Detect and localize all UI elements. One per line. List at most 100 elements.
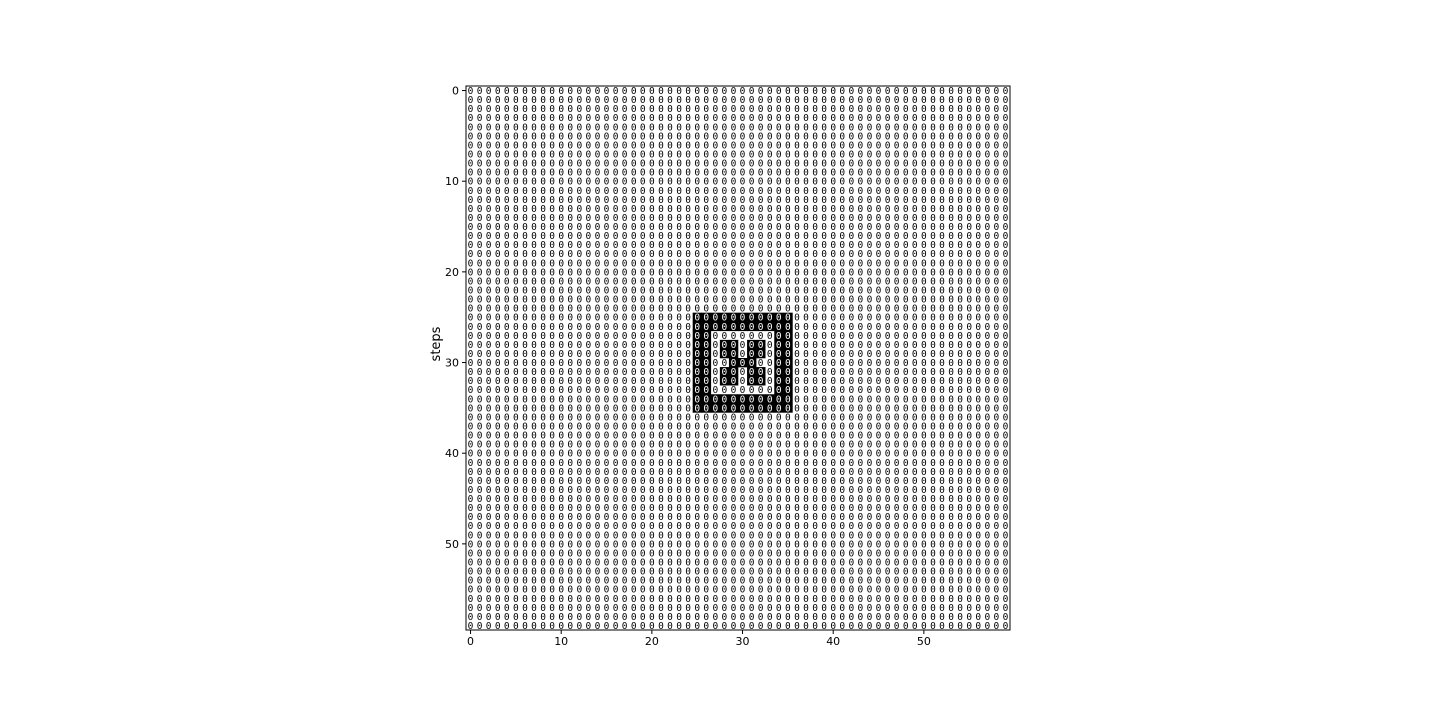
cell-annotation: 0 xyxy=(767,222,773,233)
cell-annotation: 0 xyxy=(549,177,555,188)
cell-annotation: 0 xyxy=(468,403,474,414)
cell-annotation: 0 xyxy=(468,204,474,215)
cell-annotation: 0 xyxy=(939,159,945,170)
cell-annotation: 0 xyxy=(731,131,737,142)
cell-annotation: 0 xyxy=(549,412,555,423)
cell-annotation: 0 xyxy=(785,512,791,523)
cell-annotation: 0 xyxy=(504,612,510,623)
cell-annotation: 0 xyxy=(939,340,945,351)
cell-annotation: 0 xyxy=(749,548,755,559)
cell-annotation: 0 xyxy=(558,612,564,623)
cell-annotation: 0 xyxy=(885,603,891,614)
cell-annotation: 0 xyxy=(513,376,519,387)
cell-annotation: 0 xyxy=(957,467,963,478)
cell-annotation: 0 xyxy=(867,150,873,161)
cell-annotation: 0 xyxy=(966,331,972,342)
cell-annotation: 0 xyxy=(631,530,637,541)
cell-annotation: 0 xyxy=(839,394,845,405)
cell-annotation: 0 xyxy=(803,567,809,578)
cell-annotation: 0 xyxy=(549,385,555,396)
cell-annotation: 0 xyxy=(640,440,646,451)
cell-annotation: 0 xyxy=(921,168,927,179)
cell-annotation: 0 xyxy=(540,485,546,496)
cell-annotation: 0 xyxy=(894,521,900,532)
cell-annotation: 0 xyxy=(468,349,474,360)
cell-annotation: 0 xyxy=(486,204,492,215)
cell-annotation: 0 xyxy=(876,503,882,514)
cell-annotation: 0 xyxy=(595,186,601,197)
cell-annotation: 0 xyxy=(830,122,836,133)
cell-annotation: 0 xyxy=(803,86,809,97)
cell-annotation: 0 xyxy=(676,168,682,179)
cell-annotation: 0 xyxy=(858,558,864,569)
cell-annotation: 0 xyxy=(876,403,882,414)
cell-annotation: 0 xyxy=(930,530,936,541)
cell-annotation: 0 xyxy=(685,313,691,324)
cell-annotation: 0 xyxy=(867,594,873,605)
cell-annotation: 0 xyxy=(631,385,637,396)
cell-annotation: 0 xyxy=(812,213,818,224)
cell-annotation: 0 xyxy=(658,548,664,559)
cell-annotation: 0 xyxy=(903,539,909,550)
cell-annotation: 0 xyxy=(504,276,510,287)
heatmap-cell xyxy=(774,403,784,413)
cell-annotation: 0 xyxy=(522,186,528,197)
cell-annotation: 0 xyxy=(921,512,927,523)
cell-annotation: 0 xyxy=(803,249,809,260)
cell-annotation: 0 xyxy=(676,503,682,514)
cell-annotation: 0 xyxy=(531,530,537,541)
cell-annotation: 0 xyxy=(794,258,800,269)
cell-annotation: 0 xyxy=(613,258,619,269)
cell-annotation: 0 xyxy=(558,276,564,287)
cell-annotation: 0 xyxy=(703,349,709,360)
cell-annotation: 0 xyxy=(722,213,728,224)
cell-annotation: 0 xyxy=(477,539,483,550)
cell-annotation: 0 xyxy=(966,186,972,197)
cell-annotation: 0 xyxy=(758,150,764,161)
cell-annotation: 0 xyxy=(812,349,818,360)
cell-annotation: 0 xyxy=(776,603,782,614)
heatmap-cell xyxy=(701,312,712,323)
cell-annotation: 0 xyxy=(957,431,963,442)
cell-annotation: 0 xyxy=(477,476,483,487)
cell-annotation: 0 xyxy=(930,512,936,523)
cell-annotation: 0 xyxy=(604,612,610,623)
cell-annotation: 0 xyxy=(504,95,510,106)
cell-annotation: 0 xyxy=(622,403,628,414)
cell-annotation: 0 xyxy=(803,503,809,514)
cell-annotation: 0 xyxy=(794,449,800,460)
cell-annotation: 0 xyxy=(504,476,510,487)
cell-annotation: 0 xyxy=(531,258,537,269)
cell-annotation: 0 xyxy=(812,458,818,469)
cell-annotation: 0 xyxy=(921,331,927,342)
cell-annotation: 0 xyxy=(975,440,981,451)
cell-annotation: 0 xyxy=(640,177,646,188)
cell-annotation: 0 xyxy=(975,113,981,124)
cell-annotation: 0 xyxy=(486,621,492,632)
cell-annotation: 0 xyxy=(921,603,927,614)
cell-annotation: 0 xyxy=(712,512,718,523)
cell-annotation: 0 xyxy=(586,186,592,197)
cell-annotation: 0 xyxy=(640,168,646,179)
cell-annotation: 0 xyxy=(649,530,655,541)
cell-annotation: 0 xyxy=(604,295,610,306)
cell-annotation: 0 xyxy=(486,394,492,405)
cell-annotation: 0 xyxy=(939,195,945,206)
cell-annotation: 0 xyxy=(785,385,791,396)
cell-annotation: 0 xyxy=(867,231,873,242)
cell-annotation: 0 xyxy=(785,86,791,97)
heatmap-cell xyxy=(701,394,712,404)
cell-annotation: 0 xyxy=(867,267,873,278)
cell-annotation: 0 xyxy=(1003,349,1009,360)
cell-annotation: 0 xyxy=(658,249,664,260)
cell-annotation: 0 xyxy=(558,95,564,106)
cell-annotation: 0 xyxy=(758,576,764,587)
cell-annotation: 0 xyxy=(685,567,691,578)
cell-annotation: 0 xyxy=(794,349,800,360)
cell-annotation: 0 xyxy=(486,449,492,460)
cell-annotation: 0 xyxy=(740,267,746,278)
cell-annotation: 0 xyxy=(576,231,582,242)
cell-annotation: 0 xyxy=(867,530,873,541)
cell-annotation: 0 xyxy=(513,276,519,287)
cell-annotation: 0 xyxy=(667,95,673,106)
